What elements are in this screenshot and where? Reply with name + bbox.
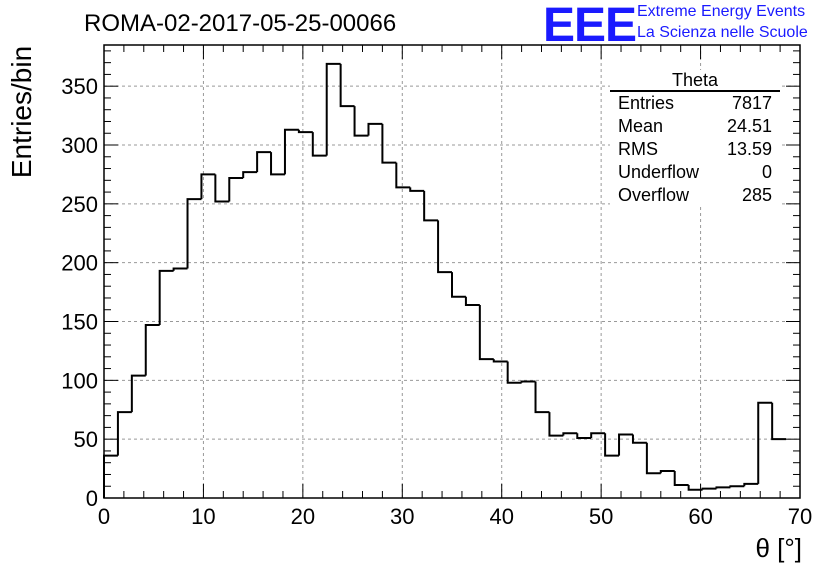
histogram-bin (395, 162, 411, 189)
histogram-bin (367, 122, 383, 136)
histogram-bin (757, 401, 773, 484)
y-tick-label: 0 (86, 486, 98, 511)
histogram-bin (325, 62, 341, 156)
histogram-bin (116, 411, 132, 456)
histogram-bin (172, 267, 188, 271)
x-tick-label: 50 (589, 504, 613, 529)
histogram-bin (256, 151, 272, 173)
logo-subtitle-line1: Extreme Energy Events (637, 3, 806, 20)
histogram-bin (158, 269, 174, 326)
histogram-bin (464, 296, 480, 307)
histogram-bin (353, 106, 369, 137)
stats-row-underflow: Underflow 0 (610, 161, 780, 184)
histogram-bin (478, 305, 494, 361)
histogram-bin (242, 171, 258, 178)
histogram-bin (743, 482, 759, 487)
histogram-bin (103, 454, 118, 498)
histogram-bin (200, 173, 216, 200)
stats-row-overflow: Overflow 285 (610, 184, 780, 207)
histogram-bin (311, 132, 327, 157)
eee-logo: EEE (543, 0, 637, 52)
histogram-bin (437, 220, 452, 274)
axis-tick-labels: 0 10 20 30 40 50 60 70 0 50 100 150 200 250 300 350 (61, 74, 812, 529)
histogram-bin (451, 272, 466, 298)
stats-label: Entries (618, 93, 675, 113)
histogram-bin (687, 485, 703, 491)
histogram-bin (659, 469, 675, 474)
y-tick-label: 50 (74, 427, 98, 452)
stats-value: 0 (761, 162, 772, 182)
y-tick-label: 150 (61, 310, 98, 335)
histogram-bin (618, 433, 633, 456)
histogram-bin (409, 187, 425, 192)
stats-box: Theta Entries 7817 Mean 24.51 RMS 13.59 … (610, 70, 780, 207)
histogram-bin (534, 381, 550, 414)
histogram-bin (297, 129, 313, 134)
histogram-bin (576, 433, 592, 439)
grid-lines (104, 45, 800, 498)
logo-subtitle-line2: La Scienza nelle Scuole (637, 24, 808, 41)
x-tick-label: 60 (688, 504, 712, 529)
histogram-bin (604, 433, 620, 457)
y-tick-label: 100 (61, 368, 98, 393)
stats-row-entries: Entries 7817 (610, 92, 780, 115)
histogram-bin (228, 176, 244, 202)
stats-row-mean: Mean 24.51 (610, 115, 780, 138)
stats-value: 13.59 (726, 139, 772, 159)
histogram-bin (729, 485, 745, 488)
histogram-bin (701, 487, 717, 490)
y-tick-label: 350 (61, 74, 98, 99)
histogram-bin (548, 412, 564, 437)
y-tick-label: 250 (61, 192, 98, 217)
histogram-bin (283, 128, 299, 175)
x-tick-label: 40 (489, 504, 513, 529)
stats-label: Underflow (618, 162, 700, 182)
stats-label: RMS (618, 139, 658, 159)
plot-frame (103, 44, 801, 499)
x-tick-label: 0 (98, 504, 110, 529)
histogram-bin (645, 442, 661, 475)
histogram-bin (631, 434, 647, 444)
x-tick-label: 10 (191, 504, 215, 529)
x-tick-label: 70 (788, 504, 812, 529)
stats-label: Overflow (618, 185, 690, 205)
y-tick-label: 200 (61, 251, 98, 276)
x-tick-label: 20 (291, 504, 315, 529)
stats-title: Theta (610, 70, 780, 92)
histogram-bin (492, 359, 508, 363)
stats-row-rms: RMS 13.59 (610, 138, 780, 161)
histogram-bin (562, 432, 578, 436)
run-title: ROMA-02-2017-05-25-00066 (84, 10, 397, 37)
histogram-bin (673, 470, 689, 487)
histogram-bin (423, 190, 439, 222)
stats-value: 7817 (731, 93, 772, 113)
histogram-bin (520, 380, 536, 383)
histogram-bin (130, 374, 146, 413)
histogram-bin (771, 402, 787, 441)
histogram-bin (590, 432, 606, 438)
histogram-bin (339, 63, 355, 108)
x-axis-label: θ [°] (755, 533, 802, 563)
y-axis-label: Entries/bin (6, 45, 37, 179)
stats-label: Mean (618, 116, 664, 136)
histogram-bin (506, 361, 522, 384)
stats-value: 285 (741, 185, 772, 205)
histogram-bin (715, 486, 731, 489)
histogram-bin (186, 198, 202, 269)
axis-ticks (103, 45, 801, 499)
histogram-bin (270, 152, 285, 176)
x-tick-label: 30 (390, 504, 414, 529)
histogram-bin (214, 174, 230, 203)
stats-value: 24.51 (726, 116, 772, 136)
y-tick-label: 300 (61, 133, 98, 158)
histogram-bin (144, 324, 160, 376)
histogram-bin (381, 123, 397, 164)
